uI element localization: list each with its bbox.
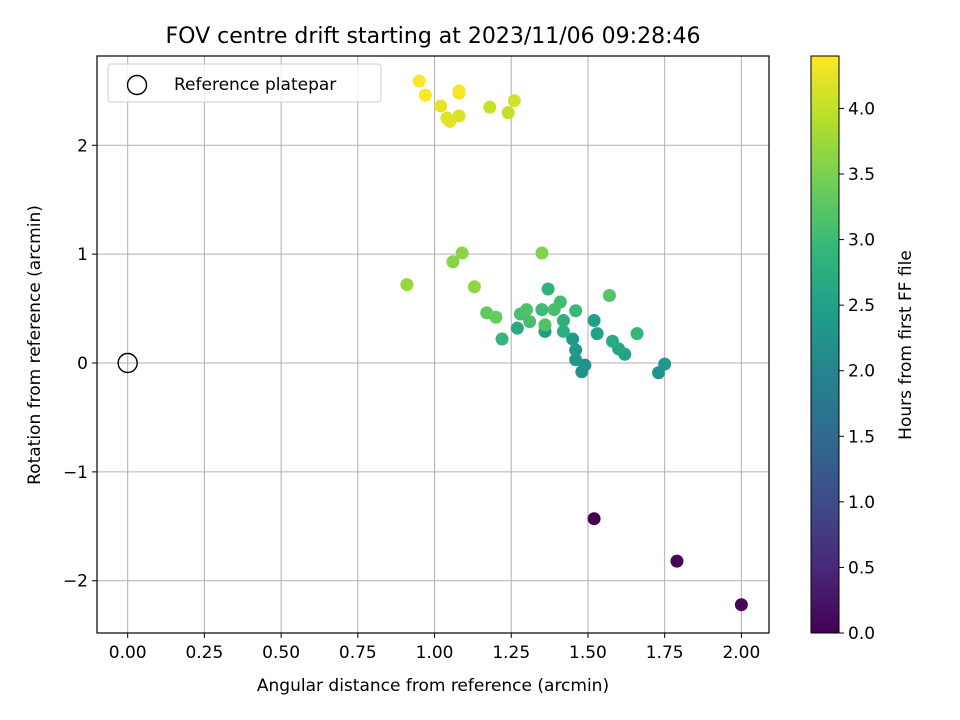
y-tick-label: 2 <box>77 136 88 156</box>
data-point <box>734 598 748 612</box>
data-point <box>538 318 552 332</box>
plot-frame <box>96 55 770 634</box>
colorbar <box>810 55 840 634</box>
grid <box>97 56 769 633</box>
data-point <box>658 357 672 371</box>
data-point <box>587 314 601 328</box>
data-point <box>483 100 497 114</box>
colorbar-tick-label: 3.5 <box>848 165 875 185</box>
colorbar-ticks: 0.0 0.5 1.0 1.5 2.0 2.5 3.0 3.5 4.0 <box>839 99 875 644</box>
reference-marker <box>117 352 138 374</box>
data-point <box>556 314 570 328</box>
y-axis-label: Rotation from reference (arcmin) <box>25 205 45 485</box>
y-tick-label: 1 <box>77 245 88 265</box>
colorbar-tick-label: 1.5 <box>848 427 875 447</box>
data-point <box>400 278 414 292</box>
colorbar-tick-label: 2.5 <box>848 296 875 316</box>
colorbar-tick-label: 2.0 <box>848 362 875 382</box>
data-point <box>590 327 604 341</box>
chart-title: FOV centre drift starting at 2023/11/06 … <box>166 24 701 49</box>
x-ticks: 0.00 0.25 0.50 0.75 1.00 1.25 1.50 1.75 2.00 <box>109 633 760 663</box>
data-point <box>412 74 426 88</box>
x-tick-label: 1.75 <box>646 643 684 663</box>
colorbar-tick-label: 3.0 <box>848 231 875 251</box>
data-point <box>670 554 684 568</box>
colorbar-label: Hours from first FF file <box>896 250 916 440</box>
data-point <box>446 255 460 269</box>
x-tick-label: 1.50 <box>569 643 607 663</box>
data-point <box>489 310 503 324</box>
data-point <box>541 282 555 296</box>
y-tick-label: −1 <box>63 463 88 483</box>
data-point <box>418 88 432 102</box>
data-point <box>535 246 549 260</box>
y-tick-label: 0 <box>77 354 88 374</box>
y-tick-label: −2 <box>63 572 88 592</box>
data-point <box>569 343 583 357</box>
x-tick-label: 0.75 <box>339 643 377 663</box>
x-axis-label: Angular distance from reference (arcmin) <box>257 676 609 696</box>
data-point <box>606 334 620 348</box>
data-point <box>556 324 570 338</box>
data-point <box>501 106 515 120</box>
colorbar-tick-label: 0.5 <box>848 558 875 578</box>
data-point <box>507 94 521 108</box>
x-tick-label: 0.50 <box>262 643 300 663</box>
x-tick-label: 0.00 <box>109 643 147 663</box>
data-points <box>400 74 748 612</box>
data-point <box>535 303 549 317</box>
data-point <box>569 304 583 318</box>
data-point <box>566 332 580 346</box>
data-point <box>434 99 448 113</box>
x-tick-label: 0.25 <box>185 643 223 663</box>
y-ticks: −2 −1 0 1 2 <box>63 136 97 592</box>
data-point <box>452 84 466 98</box>
x-tick-label: 1.25 <box>492 643 530 663</box>
x-tick-label: 2.00 <box>722 643 760 663</box>
colorbar-tick-label: 4.0 <box>848 99 875 119</box>
colorbar-tick-label: 1.0 <box>848 493 875 513</box>
data-point <box>569 353 583 367</box>
data-point <box>630 327 644 341</box>
reference-layer <box>117 352 138 374</box>
data-point <box>547 303 561 317</box>
x-tick-label: 1.00 <box>416 643 454 663</box>
data-point <box>443 114 457 128</box>
data-point <box>467 280 481 294</box>
data-point <box>523 315 537 329</box>
data-point <box>510 321 524 335</box>
legend-marker <box>126 74 148 96</box>
legend-label: Reference platepar <box>174 75 336 95</box>
legend: Reference platepar <box>107 63 382 103</box>
data-point <box>587 512 601 526</box>
colorbar-tick-label: 0.0 <box>848 624 875 644</box>
data-point <box>520 303 534 317</box>
data-point <box>455 246 469 260</box>
data-point <box>602 289 616 303</box>
data-point <box>495 332 509 346</box>
legend-box <box>107 63 382 103</box>
